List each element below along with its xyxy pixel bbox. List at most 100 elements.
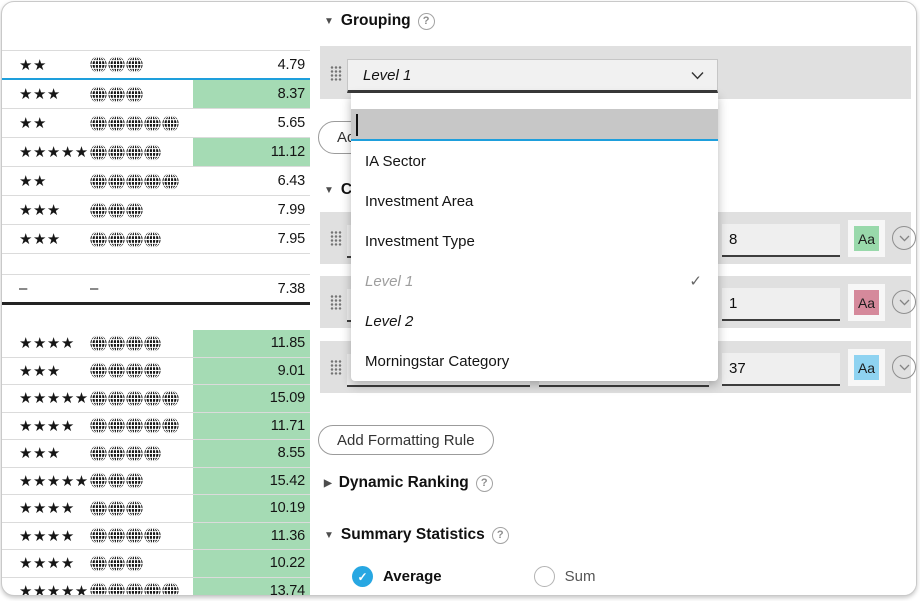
table-row[interactable]: ★★★★★ 15.09 [2, 385, 310, 413]
summary-dash: – [19, 280, 28, 297]
table-row[interactable]: ★★★ 8.37 [2, 80, 310, 109]
value-cell: 6.43 [277, 173, 306, 189]
globe-icon [144, 114, 161, 132]
globe-icon [108, 85, 125, 103]
dropdown-option[interactable]: Investment Type [351, 221, 718, 261]
grouping-level-select[interactable]: Level 1 [347, 59, 718, 93]
dropdown-option[interactable]: Level 2 [351, 301, 718, 341]
summary-statistics-section-header[interactable]: ▼ Summary Statistics ? [324, 526, 509, 544]
star-rating: ★★★★★ [19, 390, 89, 408]
globe-icon [108, 582, 125, 595]
radio-circle-icon [533, 566, 555, 587]
globe-rating [90, 413, 193, 440]
globe-icon [144, 143, 161, 161]
table-row[interactable]: ★★★★★ 11.12 [2, 138, 310, 167]
star-rating: ★★ [19, 173, 47, 190]
drag-handle-icon[interactable] [330, 230, 342, 246]
globe-icon [90, 362, 107, 380]
table-row[interactable]: ★★★ 7.95 [2, 225, 310, 254]
grouping-dropdown-menu: IA Sector Investment Area Investment Typ… [351, 93, 718, 381]
globe-icon [90, 85, 107, 103]
table-row[interactable]: ★★★★★ 13.74 [2, 577, 310, 595]
investment-table: ★★ 4.79 ★★★ 8.37 ★★ 5.65 ★★★★★ 11.12 ★★ … [2, 50, 310, 595]
globe-icon [90, 56, 107, 73]
table-row[interactable]: ★★ 6.43 [2, 167, 310, 196]
globe-rating [90, 495, 193, 522]
dropdown-option[interactable]: Level 1 ✓ [351, 261, 718, 301]
table-row[interactable]: ★★★★ 10.19 [2, 495, 310, 523]
dropdown-option[interactable]: Morningstar Category [351, 341, 718, 381]
rule-value-input[interactable] [722, 288, 840, 321]
globe-icon [126, 230, 143, 248]
globe-icon [144, 444, 161, 462]
value-cell: 10.19 [193, 495, 310, 522]
value-cell: 15.09 [193, 385, 310, 412]
help-icon[interactable]: ? [475, 474, 493, 492]
rule-value-input[interactable] [722, 224, 840, 257]
value-cell: 7.95 [277, 231, 306, 247]
star-rating: ★★★★ [19, 417, 75, 435]
rule-color-swatch[interactable]: Aa [848, 349, 885, 386]
globe-rating [90, 225, 193, 253]
table-row[interactable]: ★★★★ 11.71 [2, 412, 310, 440]
globe-icon [90, 472, 107, 490]
rule-color-swatch[interactable]: Aa [848, 284, 885, 321]
star-rating: ★★★★★ [19, 144, 89, 161]
table-row[interactable]: ★★★★★ 15.42 [2, 467, 310, 495]
globe-icon [90, 417, 107, 435]
globe-icon [108, 143, 125, 161]
dropdown-option[interactable]: Investment Area [351, 181, 718, 221]
collapse-triangle-icon: ▼ [324, 15, 334, 27]
add-formatting-rule-button[interactable]: Add Formatting Rule [318, 425, 494, 455]
table-lower-section: ★★★★ 11.85 ★★★ 9.01 ★★★★★ 15.09 ★★★★ 11.… [2, 330, 310, 595]
star-rating: ★★★ [19, 445, 61, 463]
rule-expand-button[interactable] [892, 355, 916, 379]
table-row[interactable]: ★★★ 8.55 [2, 440, 310, 468]
radio-option[interactable]: ✓ Average [352, 566, 442, 587]
drag-handle-icon[interactable] [330, 359, 342, 375]
table-row[interactable]: ★★ 5.65 [2, 109, 310, 138]
drag-handle-icon[interactable] [330, 294, 342, 310]
table-row[interactable]: ★★ 4.79 [2, 51, 310, 80]
globe-icon [108, 201, 125, 219]
grouping-section-header[interactable]: ▼ Grouping ? [324, 12, 435, 30]
globe-icon [90, 527, 107, 545]
table-row[interactable]: ★★★★ 11.36 [2, 522, 310, 550]
globe-icon [162, 389, 179, 407]
radio-option[interactable]: Sum [533, 566, 596, 587]
globe-icon [126, 472, 143, 490]
radio-label: Average [383, 568, 442, 585]
dropdown-search-row [351, 109, 718, 141]
table-row[interactable] [2, 254, 310, 275]
table-row[interactable]: ★★★★ 10.22 [2, 550, 310, 578]
rule-value-input[interactable] [722, 353, 840, 386]
rule-color-swatch[interactable]: Aa [848, 220, 885, 257]
globe-rating [90, 80, 193, 108]
help-icon[interactable]: ? [417, 12, 435, 30]
dropdown-option[interactable]: IA Sector [351, 141, 718, 181]
globe-icon [90, 444, 107, 462]
globe-icon [108, 499, 125, 517]
globe-rating [90, 468, 193, 495]
star-rating: ★★★ [19, 231, 61, 248]
drag-handle-icon[interactable] [330, 65, 342, 80]
globe-icon [126, 389, 143, 407]
dropdown-search-input[interactable] [351, 109, 718, 139]
globe-icon [126, 201, 143, 219]
globe-icon [90, 172, 107, 190]
globe-icon [144, 362, 161, 380]
summary-dash: – [90, 280, 99, 297]
help-icon[interactable]: ? [491, 526, 509, 544]
table-row[interactable]: ★★★ 7.99 [2, 196, 310, 225]
table-row[interactable]: ★★★ 9.01 [2, 357, 310, 385]
value-cell: 10.22 [193, 550, 310, 577]
rule-expand-button[interactable] [892, 226, 916, 250]
dynamic-ranking-section-header[interactable]: ▶ Dynamic Ranking ? [324, 474, 493, 492]
rule-expand-button[interactable] [892, 290, 916, 314]
table-row[interactable]: ★★★★ 11.85 [2, 330, 310, 358]
globe-icon [162, 114, 179, 132]
globe-rating [90, 330, 193, 357]
globe-icon [144, 389, 161, 407]
value-cell: 9.01 [193, 357, 310, 384]
globe-icon [144, 230, 161, 248]
